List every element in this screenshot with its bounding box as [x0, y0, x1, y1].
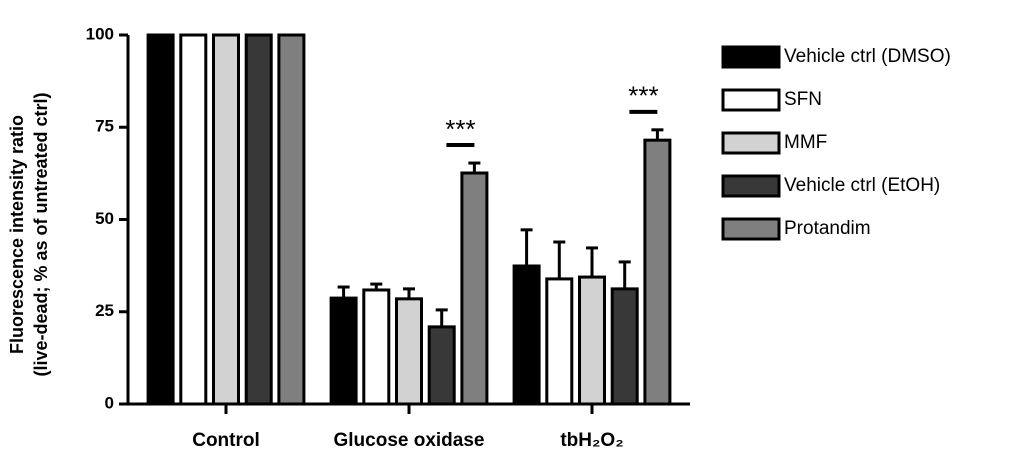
bar [427, 325, 456, 406]
y-axis-label: Fluorescence intensity ratio [7, 115, 27, 354]
bar [512, 264, 541, 406]
bar [545, 277, 574, 406]
bar [179, 33, 208, 406]
legend-label: MMF [784, 132, 827, 153]
legend-swatch [721, 174, 781, 198]
legend-label: Vehicle ctrl (DMSO) [784, 46, 951, 67]
y-tick-label: 50 [95, 209, 114, 228]
y-tick-label: 0 [105, 393, 114, 412]
bar [146, 33, 175, 406]
legend-swatch [721, 217, 781, 241]
significance-label: *** [628, 81, 658, 111]
bar [460, 171, 489, 406]
legend-label: Vehicle ctrl (EtOH) [784, 175, 940, 196]
y-tick-label: 75 [95, 117, 114, 136]
legend-swatch [721, 131, 781, 155]
y-axis-label: (live-dead; % as of untreated ctrl) [31, 92, 51, 376]
significance-label: *** [445, 114, 475, 144]
bar [329, 296, 358, 406]
bar [277, 33, 306, 406]
legend-label: SFN [784, 89, 822, 110]
bar [610, 287, 639, 406]
bar [643, 138, 672, 406]
bar [244, 33, 273, 406]
bar [212, 33, 240, 406]
bar [362, 288, 391, 406]
bar [578, 275, 606, 406]
x-tick-label: Control [192, 430, 260, 451]
legend-label: Protandim [784, 218, 871, 239]
legend-swatch [721, 88, 781, 112]
legend-swatch [721, 45, 781, 69]
y-tick-label: 100 [86, 24, 114, 43]
bar [395, 297, 423, 406]
x-tick-label: tbH₂O₂ [560, 430, 623, 451]
x-tick-label: Glucose oxidase [333, 430, 484, 451]
y-tick-label: 25 [95, 301, 114, 320]
